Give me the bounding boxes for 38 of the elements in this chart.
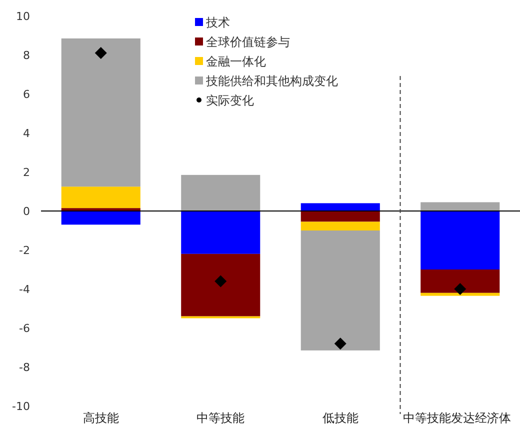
x-tick-label: 中等技能发达经济体 — [403, 411, 512, 425]
point — [334, 338, 346, 350]
bar — [420, 202, 500, 211]
legend-label: 全球价值链参与 — [206, 35, 290, 49]
y-tick-label: -6 — [19, 322, 30, 335]
bar — [300, 203, 380, 211]
x-tick-label: 低技能 — [322, 411, 358, 425]
bar — [61, 186, 140, 208]
bar — [420, 292, 500, 296]
y-tick-label: 0 — [23, 205, 30, 218]
legend-label: 技能供给和其他构成变化 — [205, 74, 338, 88]
point — [214, 275, 227, 288]
y-tick-label: 6 — [23, 88, 30, 101]
bar — [181, 174, 260, 211]
y-tick-label: 8 — [23, 49, 30, 62]
legend-label: 金融一体化 — [206, 54, 266, 68]
x-tick-label: 中等技能 — [196, 411, 245, 425]
y-tick-label: 2 — [23, 166, 30, 179]
bar — [61, 38, 140, 187]
y-tick-label: -4 — [19, 283, 30, 296]
y-tick-label: 10 — [16, 10, 30, 23]
x-tick-label: 高技能 — [82, 411, 119, 425]
y-tick-label: 4 — [23, 127, 30, 140]
bar — [300, 222, 380, 230]
bar — [181, 211, 260, 254]
point — [454, 283, 466, 295]
legend-label: 技术 — [205, 16, 230, 30]
bar — [300, 230, 380, 350]
bar — [61, 211, 140, 225]
y-tick-label: -8 — [19, 361, 30, 374]
bar — [420, 211, 500, 270]
y-tick-label: -2 — [19, 244, 30, 257]
bar — [181, 254, 260, 316]
bar — [300, 211, 380, 222]
point — [94, 47, 107, 60]
bar — [420, 270, 500, 293]
legend-label: 实际变化 — [206, 94, 254, 108]
y-tick-label: -10 — [12, 400, 30, 413]
